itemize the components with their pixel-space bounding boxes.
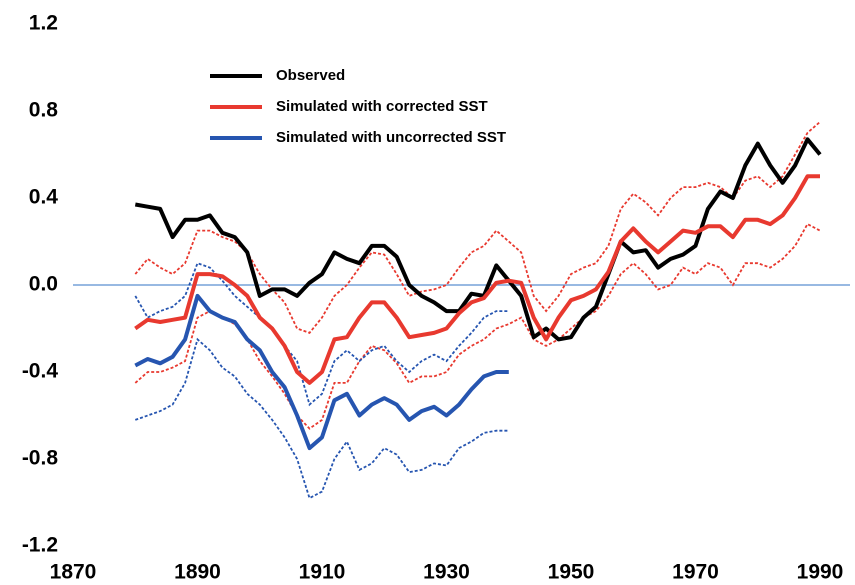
legend-label: Observed: [276, 67, 345, 84]
legend-box: [195, 60, 635, 162]
y-tick-label: -1.2: [22, 534, 58, 557]
y-tick-label: -0.8: [22, 447, 59, 470]
x-tick-label: 1930: [423, 561, 470, 584]
x-tick-label: 1950: [548, 561, 595, 584]
series-line: [134, 137, 822, 342]
x-tick-label: 1970: [672, 561, 719, 584]
x-tick-label: 1990: [797, 561, 844, 584]
legend-label: Simulated with corrected SST: [276, 98, 488, 115]
y-tick-label: 0.0: [29, 273, 58, 296]
series-line: [134, 174, 820, 385]
x-tick-label: 1890: [174, 561, 221, 584]
band-line: [134, 337, 509, 500]
band-line: [134, 262, 509, 407]
x-tick-label: 1870: [50, 561, 97, 584]
y-tick-label: 0.8: [29, 99, 59, 122]
legend-label: Simulated with uncorrected SST: [276, 129, 506, 146]
y-tick-label: 0.4: [29, 186, 59, 209]
y-tick-label: -0.4: [22, 360, 59, 383]
x-tick-label: 1910: [299, 561, 346, 584]
series-line: [134, 293, 509, 451]
y-tick-label: 1.2: [29, 12, 58, 35]
